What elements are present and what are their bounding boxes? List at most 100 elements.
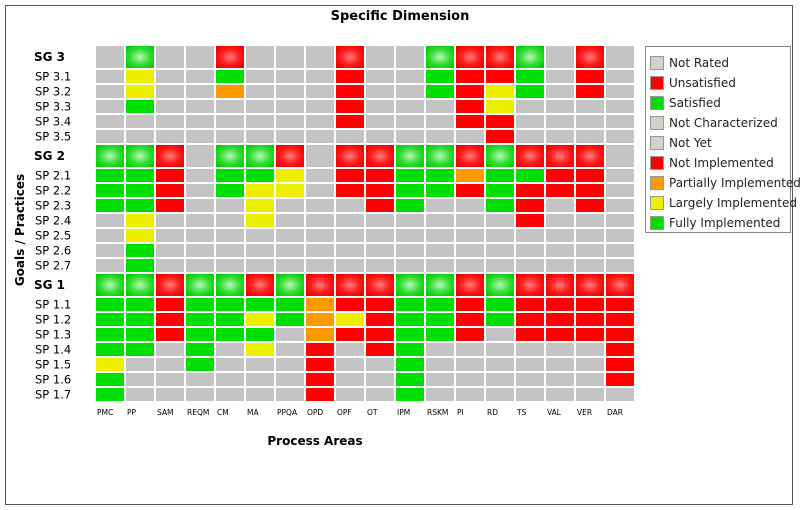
heatmap-cell (96, 169, 124, 182)
heatmap-cell (366, 244, 394, 257)
heatmap-cell (276, 259, 304, 272)
column-label: VER (577, 408, 592, 417)
heatmap-cell (486, 313, 514, 326)
legend-label: Fully Implemented (669, 215, 781, 230)
heatmap-cell (96, 85, 124, 98)
heatmap-cell (456, 130, 484, 143)
heatmap-cell (186, 373, 214, 386)
heatmap-cell (306, 343, 334, 356)
heatmap-cell (576, 298, 604, 311)
legend-swatch (650, 95, 664, 110)
heatmap-cell (306, 115, 334, 128)
heatmap-cell (246, 343, 274, 356)
heatmap-cell (516, 115, 544, 128)
heatmap-cell (396, 388, 424, 401)
heatmap-cell (426, 169, 454, 182)
heatmap-cell (576, 145, 604, 167)
heatmap-cell (546, 328, 574, 341)
heatmap-cell (546, 130, 574, 143)
heatmap-cell (396, 229, 424, 242)
row-label: SP 3.2 (35, 85, 71, 99)
heatmap-cell (366, 274, 394, 296)
heatmap-cell (546, 85, 574, 98)
heatmap-cell (306, 328, 334, 341)
heatmap-cell (396, 343, 424, 356)
heatmap-cell (156, 373, 184, 386)
heatmap-cell (396, 145, 424, 167)
heatmap-cell (156, 328, 184, 341)
heatmap-cell (396, 244, 424, 257)
heatmap-cell (516, 184, 544, 197)
heatmap-cell (246, 358, 274, 371)
heatmap-cell (306, 358, 334, 371)
heatmap-cell (306, 388, 334, 401)
row-label: SP 3.5 (35, 130, 71, 144)
heatmap-cell (426, 70, 454, 83)
legend-swatch (650, 55, 664, 70)
heatmap-cell (516, 313, 544, 326)
heatmap-cell (336, 328, 364, 341)
heatmap-cell (606, 298, 634, 311)
row-label: SP 1.3 (35, 328, 71, 342)
heatmap-cell (606, 244, 634, 257)
heatmap-cell (306, 214, 334, 227)
heatmap-cell (456, 184, 484, 197)
heatmap-cell (306, 298, 334, 311)
heatmap-cell (306, 199, 334, 212)
heatmap-cell (186, 343, 214, 356)
heatmap-cell (456, 373, 484, 386)
heatmap-cell (216, 274, 244, 296)
heatmap-cell (336, 130, 364, 143)
heatmap-cell (186, 46, 214, 68)
heatmap-cell (426, 115, 454, 128)
heatmap-cell (456, 85, 484, 98)
heatmap-cell (156, 100, 184, 113)
heatmap-cell (576, 169, 604, 182)
heatmap-cell (606, 274, 634, 296)
heatmap-cell (366, 130, 394, 143)
heatmap-cell (156, 145, 184, 167)
heatmap-cell (576, 313, 604, 326)
heatmap-cell (426, 373, 454, 386)
heatmap-cell (426, 100, 454, 113)
heatmap-cell (486, 388, 514, 401)
heatmap-cell (186, 313, 214, 326)
legend-swatch (650, 75, 664, 90)
heatmap-cell (486, 343, 514, 356)
heatmap-cell (456, 199, 484, 212)
legend-label: Not Implemented (669, 155, 774, 170)
heatmap-cell (186, 298, 214, 311)
heatmap-cell (126, 130, 154, 143)
heatmap-cell (186, 274, 214, 296)
column-label: RD (487, 408, 498, 417)
heatmap-cell (606, 343, 634, 356)
heatmap-cell (426, 85, 454, 98)
row-label: SG 1 (34, 278, 65, 292)
heatmap-cell (516, 229, 544, 242)
heatmap-cell (396, 373, 424, 386)
heatmap-cell (216, 298, 244, 311)
heatmap-cell (546, 373, 574, 386)
heatmap-cell (276, 313, 304, 326)
heatmap-cell (276, 328, 304, 341)
heatmap-cell (246, 298, 274, 311)
heatmap-cell (276, 115, 304, 128)
heatmap-cell (516, 388, 544, 401)
row-label: SG 2 (34, 149, 65, 163)
heatmap-cell (576, 115, 604, 128)
legend-item: Not Characterized (650, 114, 778, 131)
heatmap-cell (486, 259, 514, 272)
heatmap-cell (516, 358, 544, 371)
column-label: DAR (607, 408, 623, 417)
row-label: SP 2.4 (35, 214, 71, 228)
heatmap-cell (126, 313, 154, 326)
heatmap-cell (396, 214, 424, 227)
row-label: SP 2.1 (35, 169, 71, 183)
heatmap-cell (426, 199, 454, 212)
heatmap-cell (606, 130, 634, 143)
heatmap-cell (456, 145, 484, 167)
heatmap-cell (186, 199, 214, 212)
heatmap-cell (396, 184, 424, 197)
heatmap-cell (456, 169, 484, 182)
heatmap-cell (246, 274, 274, 296)
